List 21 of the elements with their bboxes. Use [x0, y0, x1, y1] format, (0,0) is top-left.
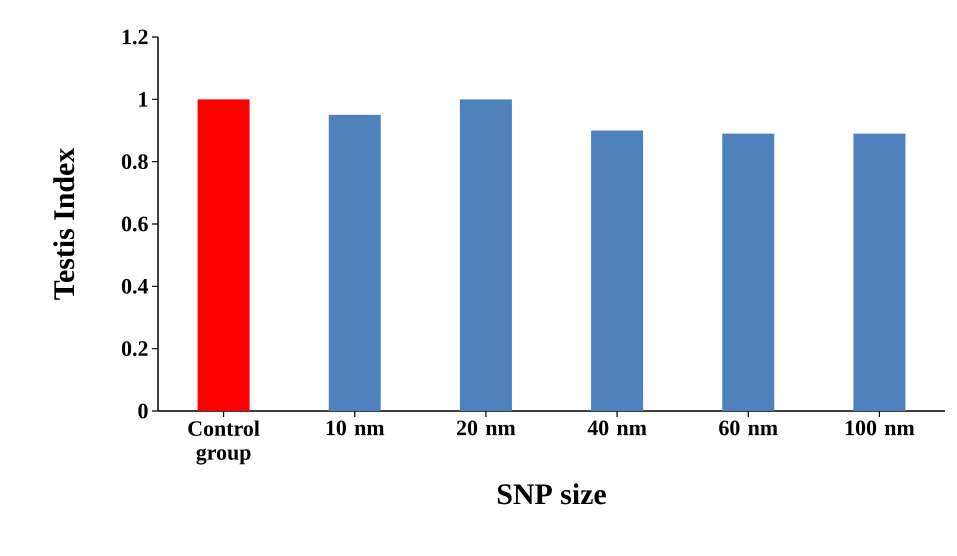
bar: [328, 114, 381, 411]
y-tick-label: 0: [138, 404, 148, 418]
y-tick-label: 0.8: [122, 154, 148, 170]
bar: [591, 130, 644, 411]
bar: [198, 99, 250, 411]
x-tick-label: 60 nm: [719, 420, 778, 436]
y-tick-label: 1.2: [122, 30, 148, 44]
x-tick-label: 40 nm: [588, 420, 647, 436]
y-tick-label: 0.6: [122, 216, 148, 232]
y-axis-title: Testis Index: [53, 148, 74, 300]
bar: [460, 99, 512, 411]
y-tick-label: 0.2: [122, 341, 148, 356]
y-tick-label: 0.4: [122, 278, 148, 294]
x-tick-label: 10 nm: [326, 420, 384, 436]
x-tick-label: Control group: [188, 420, 260, 464]
x-axis-title: SNP size: [498, 483, 606, 504]
y-tick-label: 1: [139, 92, 148, 107]
bar: [722, 134, 774, 411]
x-tick-label: 100 nm: [846, 420, 914, 436]
x-tick-label: 20 nm: [457, 420, 516, 436]
bar: [853, 134, 906, 411]
